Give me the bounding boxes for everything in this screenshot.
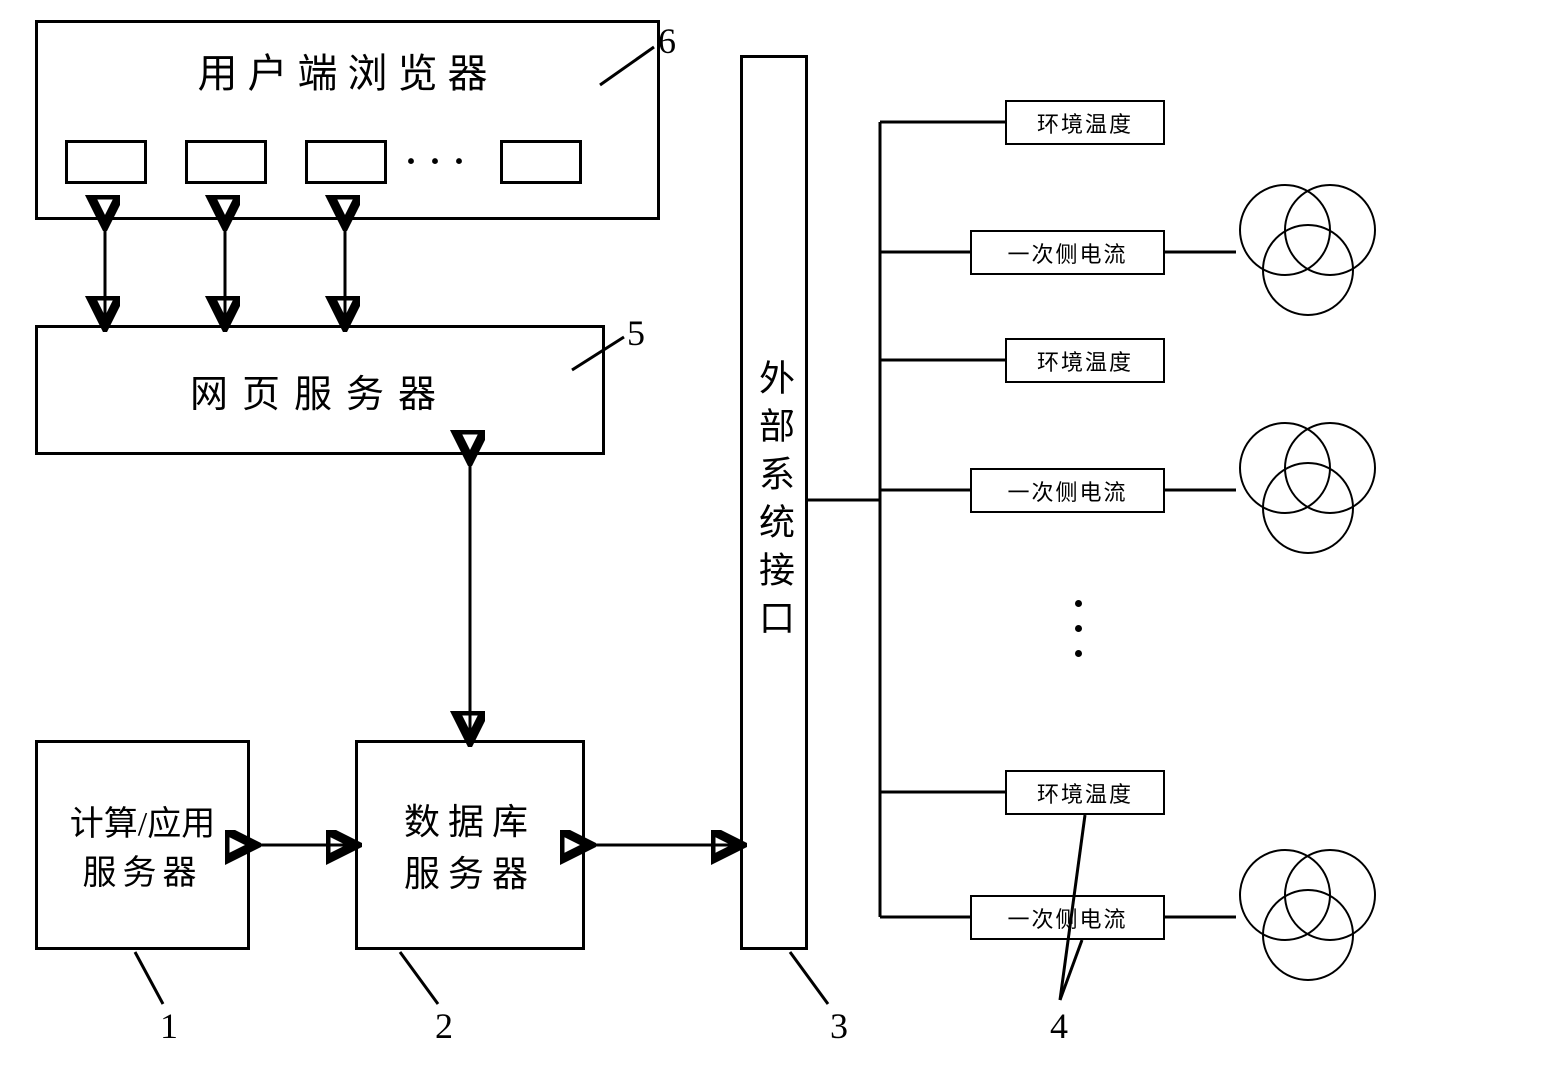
connectors [0, 0, 1542, 1078]
ref-number-3: 3 [830, 1005, 848, 1047]
ref-number-1: 1 [160, 1005, 178, 1047]
ref-number-4: 4 [1050, 1005, 1068, 1047]
ref-number-6: 6 [658, 20, 676, 62]
ref-number-2: 2 [435, 1005, 453, 1047]
ref-number-5: 5 [627, 312, 645, 354]
